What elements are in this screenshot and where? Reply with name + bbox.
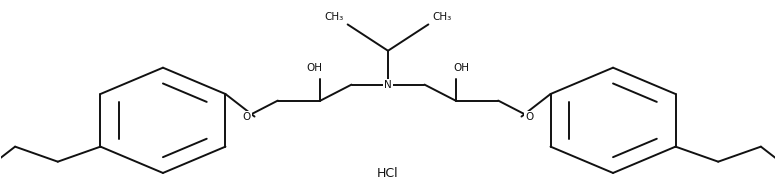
Text: CH₃: CH₃ — [324, 12, 344, 22]
Text: CH₃: CH₃ — [432, 12, 452, 22]
Text: O: O — [243, 111, 251, 122]
Text: HCl: HCl — [377, 167, 399, 180]
Text: OH: OH — [454, 63, 469, 73]
Text: O: O — [525, 111, 533, 122]
Text: OH: OH — [307, 63, 322, 73]
Text: N: N — [384, 80, 392, 90]
